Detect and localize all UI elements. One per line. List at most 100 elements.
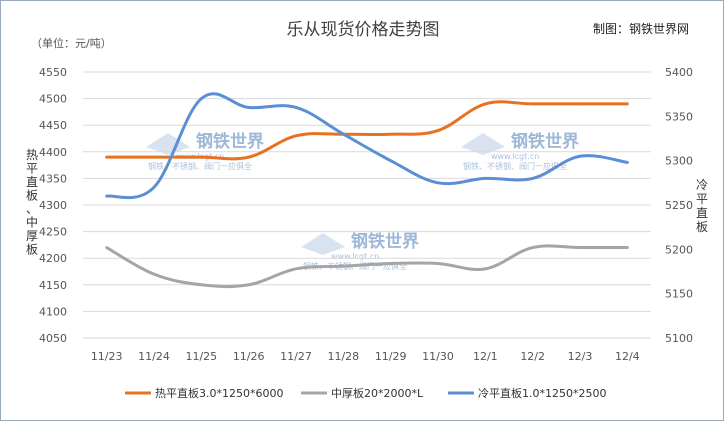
left-tick-label: 4500 [39,93,67,106]
left-tick-label: 4350 [39,172,67,185]
watermark-tagline: 钢铁、不锈钢、阀门一应俱全 [148,161,252,171]
axis-title-char: 直 [696,206,708,220]
unit-label: （单位：元/吨） [31,36,112,50]
left-axis-ticks: 4050 4100 4150 4200 4250 4300 4350 4400 4450 4500… [39,66,67,345]
series-line-1 [105,100,629,161]
left-tick-label: 4100 [39,305,67,318]
data-point [626,161,629,164]
right-tick-label: 5300 [665,155,693,168]
left-tick-label: 4250 [39,226,67,239]
data-point [436,181,440,185]
data-point [484,177,487,180]
legend-label: 冷平直板1.0*1250*2500 [478,386,606,400]
data-point [626,102,629,106]
data-point [578,155,582,158]
watermark-brand: 钢铁世界 [196,131,264,152]
data-point [247,283,250,286]
x-tick-label: 12/2 [520,350,545,363]
axis-title-char: 直 [26,175,38,189]
data-point [152,155,156,159]
x-tick-label: 11/23 [91,350,123,363]
legend-item: 热平直板3.0*1250*6000 [125,386,283,400]
right-tick-label: 5150 [665,288,693,301]
data-point [531,246,534,249]
x-axis-ticks: 11/23 11/24 11/25 11/26 11/27 11/28 11/29 11/30… [91,350,640,363]
data-point [200,283,203,286]
legend-item: 中厚板20*2000*L [301,386,424,400]
axis-title-char: 平 [696,192,708,206]
x-tick-label: 12/4 [615,350,640,363]
right-tick-label: 5200 [665,243,693,256]
x-tick-label: 12/1 [473,350,498,363]
data-point [389,262,392,265]
data-point [105,246,108,249]
data-point [484,102,487,106]
legend-label: 中厚板20*2000*L [331,386,424,400]
axis-title-char: 板 [696,220,708,234]
chart-title: 乐从现货价格走势图 [287,20,440,40]
chart-credit: 制图：钢铁世界网 [593,22,689,36]
x-tick-label: 11/29 [375,350,407,363]
gridlines [83,71,651,339]
legend: 热平直板3.0*1250*6000 中厚板20*2000*L 冷平直板1.0*125… [125,386,606,400]
data-point [200,155,203,159]
watermark-url: www.lcgt.cn [331,252,379,261]
x-tick-label: 11/30 [422,350,454,363]
watermark-logo-icon [461,133,505,155]
data-point [531,102,534,106]
data-point [294,267,298,271]
data-point [578,246,582,249]
watermark-url: www.lcgt.cn [491,152,539,161]
data-point [389,133,392,136]
data-point [389,159,392,162]
left-tick-label: 4300 [39,199,67,212]
left-tick-label: 4400 [39,146,67,159]
watermark-brand: 钢铁世界 [351,231,419,252]
data-point [342,132,345,136]
data-point [626,246,629,249]
right-axis-ticks: 5100 5150 5200 5250 5300 5350 5400 [665,66,693,345]
data-point [294,134,298,138]
right-axis-title: 冷平直板 [696,178,708,234]
right-tick-label: 5400 [665,66,693,79]
data-point [247,155,250,159]
legend-item: 冷平直板1.0*1250*2500 [448,386,606,400]
left-tick-label: 4450 [39,119,67,132]
x-tick-label: 11/26 [233,350,265,363]
data-point [152,272,156,276]
x-tick-label: 11/27 [280,350,312,363]
left-tick-label: 4150 [39,279,67,292]
left-tick-label: 4550 [39,66,67,79]
watermark-logo-icon [301,233,345,255]
axis-title-char: 热 [26,148,38,162]
watermark-logo-icon [146,133,190,155]
data-point [436,129,440,132]
data-point [105,194,108,198]
series-line-2 [105,244,629,289]
data-point [152,186,156,189]
x-tick-label: 11/25 [185,350,217,363]
x-tick-label: 11/24 [138,350,170,363]
series-lines [105,92,629,289]
watermark-tagline: 钢铁、不锈钢、阀门一应俱全 [463,161,567,171]
data-point [342,264,345,268]
axis-title-char: 厚 [26,229,38,243]
left-axis-title: 热平直板、中厚板 [26,148,38,257]
watermark-brand: 钢铁世界 [511,131,579,152]
axis-title-char: 板 [26,189,38,203]
data-point [294,106,298,109]
axis-title-char: 平 [26,162,38,176]
data-point [484,267,487,271]
x-tick-label: 12/3 [568,350,593,363]
right-tick-label: 5250 [665,199,693,212]
axis-title-char: 板 [26,243,38,257]
left-tick-label: 4200 [39,252,67,265]
data-point [105,155,108,159]
legend-label: 热平直板3.0*1250*6000 [155,386,283,400]
data-point [578,102,582,106]
right-tick-label: 5100 [665,332,693,345]
x-tick-label: 11/28 [327,350,359,363]
